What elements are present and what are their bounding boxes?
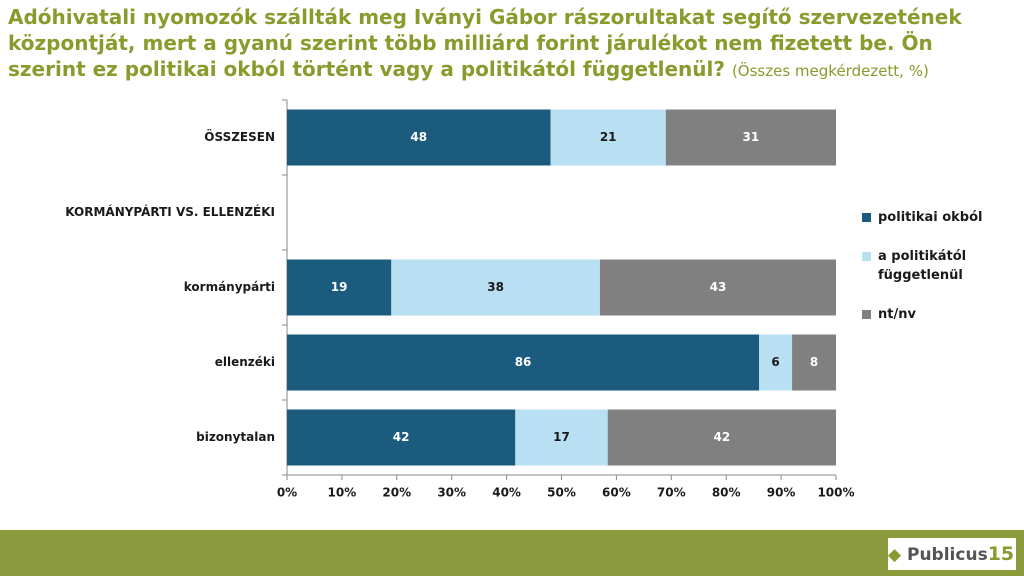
legend-item: politikai okból: [862, 208, 992, 227]
value-label: 86: [515, 355, 532, 369]
x-tick-label: 20%: [382, 486, 411, 500]
legend-item: a politikától függetlenül: [862, 247, 992, 285]
footer-band: [0, 530, 1024, 576]
value-label: 21: [600, 130, 617, 144]
legend-label: a politikától függetlenül: [878, 249, 967, 283]
x-tick-label: 60%: [602, 486, 631, 500]
logo: ◆ Publicus15: [888, 538, 1016, 570]
legend-swatch: [862, 213, 871, 222]
value-label: 8: [810, 355, 818, 369]
title-block: Adóhivatali nyomozók szállták meg Iványi…: [8, 4, 1008, 84]
legend-item: nt/nv: [862, 305, 992, 324]
x-tick-label: 70%: [657, 486, 686, 500]
x-tick-label: 10%: [328, 486, 357, 500]
value-label: 31: [743, 130, 760, 144]
logo-number: 15: [987, 543, 1015, 565]
value-label: 38: [487, 280, 504, 294]
bar-segment: [607, 409, 836, 466]
value-label: 42: [713, 430, 730, 444]
bar-segment: [287, 409, 516, 466]
x-tick-label: 50%: [547, 486, 576, 500]
chart-subtitle: (Összes megkérdezett, %): [731, 62, 929, 80]
category-label: ÖSSZESEN: [204, 129, 275, 144]
bar-segment: [665, 109, 836, 166]
value-label: 17: [553, 430, 570, 444]
logo-icon: ◆: [888, 545, 902, 565]
legend: politikai okból a politikától függetlenül…: [862, 208, 992, 344]
bar-segment: [792, 334, 836, 391]
x-tick-label: 100%: [817, 486, 854, 500]
legend-label: politikai okból: [878, 210, 983, 225]
value-label: 6: [771, 355, 779, 369]
x-tick-label: 90%: [767, 486, 796, 500]
legend-swatch: [862, 252, 871, 261]
x-tick-label: 80%: [712, 486, 741, 500]
category-label: bizonytalan: [196, 430, 275, 444]
chart-title: Adóhivatali nyomozók szállták meg Iványi…: [8, 5, 962, 81]
x-tick-label: 0%: [277, 486, 297, 500]
bar-segment: [599, 259, 836, 316]
bar-segment: [391, 259, 600, 316]
legend-swatch: [862, 310, 871, 319]
category-label: kormánypárti: [184, 280, 275, 294]
legend-label: nt/nv: [878, 307, 916, 322]
bar-segment: [287, 259, 392, 316]
value-label: 48: [410, 130, 427, 144]
bar-segment: [287, 334, 760, 391]
value-label: 42: [393, 430, 410, 444]
category-label: ellenzéki: [215, 355, 275, 369]
logo-name: Publicus: [907, 545, 988, 565]
x-tick-label: 30%: [437, 486, 466, 500]
category-label: KORMÁNYPÁRTI VS. ELLENZÉKI: [65, 204, 275, 219]
bar-segment: [515, 409, 608, 466]
x-tick-label: 40%: [492, 486, 521, 500]
value-label: 43: [710, 280, 727, 294]
bar-segment: [287, 109, 551, 166]
value-label: 19: [331, 280, 348, 294]
bar-segment: [550, 109, 666, 166]
bar-segment: [759, 334, 793, 391]
